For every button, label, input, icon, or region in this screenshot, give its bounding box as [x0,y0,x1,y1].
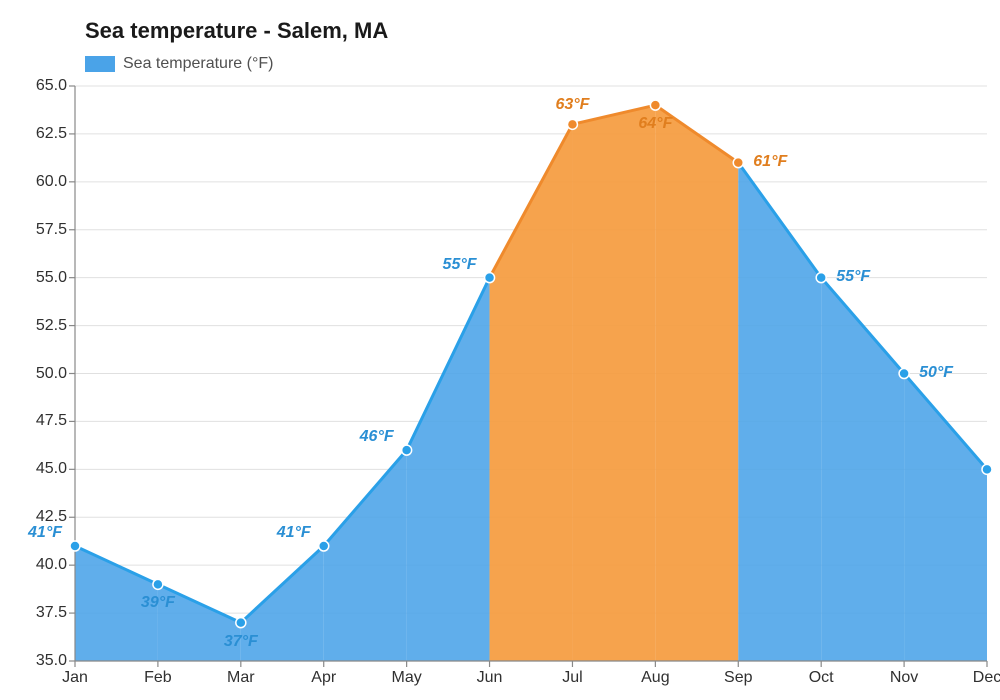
x-axis-tick-label: Jun [477,669,503,687]
x-axis-tick-label: Dec [973,669,1000,687]
x-axis-tick-label: Apr [311,669,336,687]
legend-swatch [85,56,115,72]
x-axis-tick-label: Sep [724,669,752,687]
data-point-label: 41°F [277,524,311,542]
data-point-label: 39°F [141,594,175,612]
y-axis-tick-label: 60.0 [17,173,67,191]
y-axis-tick-label: 50.0 [17,365,67,383]
data-point-label: 55°F [836,268,870,286]
plot-area [75,86,987,661]
y-axis-tick-label: 62.5 [17,125,67,143]
x-axis-tick-label: May [392,669,422,687]
x-axis-tick-label: Nov [890,669,918,687]
y-axis-tick-label: 35.0 [17,652,67,670]
y-axis-tick-label: 40.0 [17,556,67,574]
data-point-label: 46°F [360,428,394,446]
data-point-label: 37°F [224,633,258,651]
chart-legend: Sea temperature (°F) [85,55,273,73]
y-axis-tick-label: 47.5 [17,412,67,430]
y-axis-tick-label: 57.5 [17,221,67,239]
data-point-label: 64°F [638,115,672,133]
x-axis-tick-label: Jul [562,669,582,687]
x-axis-tick-label: Mar [227,669,255,687]
x-axis-tick-label: Aug [641,669,669,687]
data-point-label: 50°F [919,364,953,382]
x-axis-tick-label: Feb [144,669,172,687]
y-axis-tick-label: 37.5 [17,604,67,622]
data-point-label: 41°F [28,524,62,542]
data-point-label: 63°F [555,96,589,114]
x-axis-tick-label: Jan [62,669,88,687]
y-axis-tick-label: 45.0 [17,460,67,478]
y-axis-tick-label: 55.0 [17,269,67,287]
chart-title: Sea temperature - Salem, MA [85,18,388,44]
y-axis-tick-label: 52.5 [17,317,67,335]
chart-container: { "chart": { "type": "area-line", "title… [0,0,1000,700]
data-point-label: 61°F [753,153,787,171]
legend-label: Sea temperature (°F) [123,55,273,73]
y-axis-tick-label: 65.0 [17,77,67,95]
x-axis-tick-label: Oct [809,669,834,687]
data-point-label: 55°F [443,256,477,274]
